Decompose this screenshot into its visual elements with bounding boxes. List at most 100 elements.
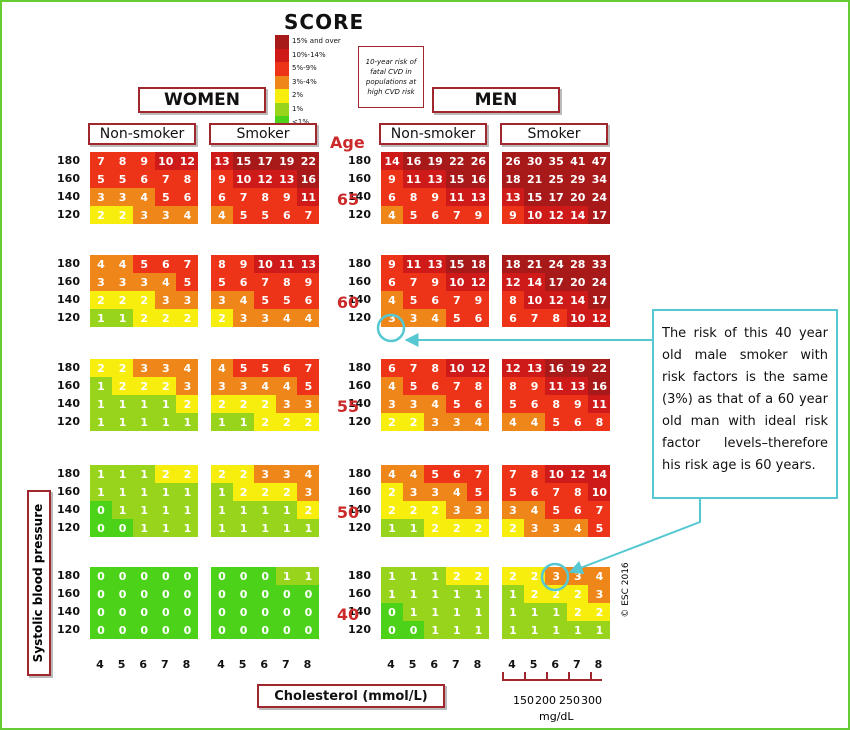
risk-cell: 16 (545, 359, 568, 377)
legend-caption: 10-year risk of fatal CVD in populations… (365, 58, 417, 96)
risk-cell: 13 (297, 255, 320, 273)
risk-cell: 3 (297, 395, 320, 413)
risk-cell: 2 (424, 501, 447, 519)
risk-cell: 8 (402, 188, 425, 206)
risk-cell: 10 (232, 170, 255, 188)
sbp-row-label: 120 (57, 415, 80, 428)
risk-cell: 2 (154, 309, 177, 327)
risk-cell: 4 (275, 377, 298, 395)
risk-cell: 0 (154, 585, 177, 603)
risk-cell: 18 (502, 255, 524, 273)
risk-cell: 14 (566, 206, 589, 224)
sbp-row-label: 180 (348, 467, 371, 480)
risk-cell: 1 (297, 519, 320, 537)
risk-cell: 3 (381, 395, 403, 413)
risk-cell: 3 (523, 519, 546, 537)
risk-cell: 7 (254, 273, 277, 291)
risk-cell: 9 (297, 273, 320, 291)
risk-cell: 6 (566, 413, 589, 431)
risk-cell: 4 (381, 206, 403, 224)
risk-cell: 0 (232, 621, 255, 639)
risk-cell: 0 (133, 603, 156, 621)
risk-cell: 0 (154, 567, 177, 585)
risk-cell: 2 (232, 395, 255, 413)
risk-cell: 5 (502, 483, 524, 501)
risk-cell: 1 (502, 621, 524, 639)
sbp-row-label: 180 (57, 361, 80, 374)
risk-cell: 1 (381, 519, 403, 537)
risk-cell: 3 (545, 567, 568, 585)
risk-cell: 9 (424, 188, 447, 206)
risk-cell: 5 (232, 359, 255, 377)
risk-cell: 3 (232, 377, 255, 395)
risk-cell: 16 (297, 170, 320, 188)
risk-cell: 0 (111, 519, 134, 537)
risk-cell: 1 (502, 603, 524, 621)
risk-cell: 4 (176, 206, 199, 224)
risk-cell: 9 (467, 291, 490, 309)
risk-cell: 2 (232, 465, 255, 483)
women-smoker-header: Smoker (209, 123, 317, 145)
risk-cell: 2 (523, 585, 546, 603)
risk-cell: 2 (133, 377, 156, 395)
sbp-row-label: 120 (348, 623, 371, 636)
risk-cell: 1 (111, 501, 134, 519)
risk-cell: 4 (176, 359, 199, 377)
risk-cell: 12 (588, 309, 611, 327)
risk-cell: 3 (381, 309, 403, 327)
risk-cell: 0 (211, 585, 233, 603)
risk-cell: 3 (90, 188, 112, 206)
risk-cell: 0 (381, 603, 403, 621)
risk-cell: 6 (523, 395, 546, 413)
risk-cell: 25 (545, 170, 568, 188)
risk-cell: 0 (90, 585, 112, 603)
risk-cell: 1 (154, 501, 177, 519)
risk-cell: 0 (254, 603, 277, 621)
risk-cell: 1 (588, 621, 611, 639)
age-header: Age (330, 133, 365, 152)
risk-cell: 29 (566, 170, 589, 188)
risk-cell: 2 (275, 413, 298, 431)
risk-cell: 3 (402, 395, 425, 413)
risk-cell: 6 (381, 188, 403, 206)
risk-cell: 1 (545, 621, 568, 639)
risk-cell: 13 (502, 188, 524, 206)
cholesterol-tick-label: 4 (96, 658, 104, 671)
women-header: WOMEN (138, 87, 266, 113)
risk-cell: 1 (402, 519, 425, 537)
risk-cell: 2 (402, 413, 425, 431)
risk-cell: 0 (275, 603, 298, 621)
mgdl-tick (546, 672, 548, 681)
risk-cell: 12 (176, 152, 199, 170)
risk-cell: 7 (545, 483, 568, 501)
risk-cell: 19 (275, 152, 298, 170)
risk-cell: 8 (275, 273, 298, 291)
risk-cell: 6 (523, 483, 546, 501)
risk-cell: 0 (111, 603, 134, 621)
risk-cell: 0 (176, 621, 199, 639)
risk-cell: 5 (176, 273, 199, 291)
risk-cell: 7 (445, 291, 468, 309)
risk-cell: 12 (566, 465, 589, 483)
risk-cell: 20 (566, 273, 589, 291)
risk-cell: 17 (254, 152, 277, 170)
risk-cell: 4 (275, 309, 298, 327)
risk-cell: 1 (133, 519, 156, 537)
risk-cell: 1 (154, 519, 177, 537)
risk-cell: 2 (523, 567, 546, 585)
risk-cell: 4 (211, 206, 233, 224)
mgdl-scale-line (502, 679, 602, 681)
risk-cell: 10 (545, 465, 568, 483)
mgdl-tick (568, 672, 570, 681)
risk-cell: 0 (211, 603, 233, 621)
risk-cell: 3 (176, 291, 199, 309)
sbp-row-label: 180 (57, 569, 80, 582)
risk-cell: 18 (502, 170, 524, 188)
risk-cell: 1 (402, 603, 425, 621)
risk-cell: 1 (424, 567, 447, 585)
risk-cell: 0 (111, 585, 134, 603)
risk-cell: 0 (154, 621, 177, 639)
risk-cell: 15 (445, 170, 468, 188)
sbp-row-label: 180 (348, 361, 371, 374)
risk-cell: 19 (424, 152, 447, 170)
